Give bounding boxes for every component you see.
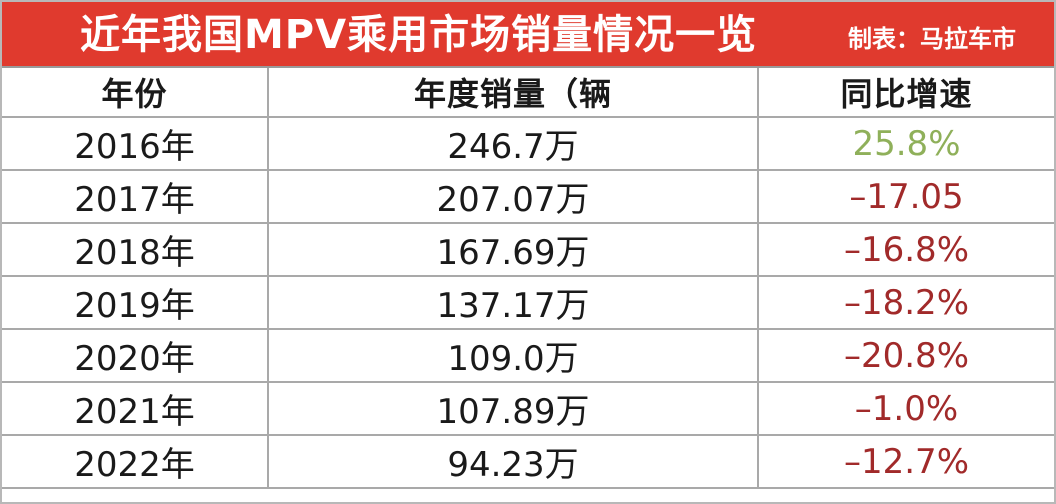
- year-cell: 2019年: [2, 275, 269, 330]
- sales-cell: 107.89万: [267, 381, 759, 436]
- growth-cell: 25.8%: [757, 116, 1054, 171]
- growth-cell: –17.05: [757, 169, 1054, 224]
- growth-cell: –12.7%: [757, 434, 1054, 489]
- header-year: 年份: [2, 68, 269, 118]
- year-cell: 2021年: [2, 381, 269, 436]
- sales-cell: 137.17万: [267, 275, 759, 330]
- table-row: 2017年 207.07万 –17.05: [2, 169, 1054, 224]
- header-row: 年份 年度销量（辆 同比增速: [2, 68, 1054, 118]
- growth-cell: –20.8%: [757, 328, 1054, 383]
- year-cell: 2016年: [2, 116, 269, 171]
- maker-credit: 制表：马拉车市: [848, 25, 1016, 53]
- year-cell: 2020年: [2, 328, 269, 383]
- table-row: 2016年 246.7万 25.8%: [2, 116, 1054, 171]
- sales-cell: 246.7万: [267, 116, 759, 171]
- growth-cell: –16.8%: [757, 222, 1054, 277]
- year-cell: 2017年: [2, 169, 269, 224]
- year-cell: 2022年: [2, 434, 269, 489]
- header-sales: 年度销量（辆: [267, 68, 759, 118]
- table-row: 2019年 137.17万 –18.2%: [2, 275, 1054, 330]
- table-row: 2018年 167.69万 –16.8%: [2, 222, 1054, 277]
- sales-cell: 167.69万: [267, 222, 759, 277]
- table-title: 近年我国MPV乘用市场销量情况一览: [80, 12, 758, 58]
- growth-cell: –18.2%: [757, 275, 1054, 330]
- sales-cell: 94.23万: [267, 434, 759, 489]
- sales-cell: 109.0万: [267, 328, 759, 383]
- sales-table: 年份 年度销量（辆 同比增速 2016年 246.7万 25.8% 2017年 …: [2, 68, 1054, 489]
- header-growth: 同比增速: [757, 68, 1054, 118]
- growth-cell: –1.0%: [757, 381, 1054, 436]
- year-cell: 2018年: [2, 222, 269, 277]
- table-row: 2021年 107.89万 –1.0%: [2, 381, 1054, 436]
- sales-cell: 207.07万: [267, 169, 759, 224]
- table-row: 2022年 94.23万 –12.7%: [2, 434, 1054, 489]
- title-bar: 近年我国MPV乘用市场销量情况一览 制表：马拉车市: [2, 2, 1054, 68]
- table-row: 2020年 109.0万 –20.8%: [2, 328, 1054, 383]
